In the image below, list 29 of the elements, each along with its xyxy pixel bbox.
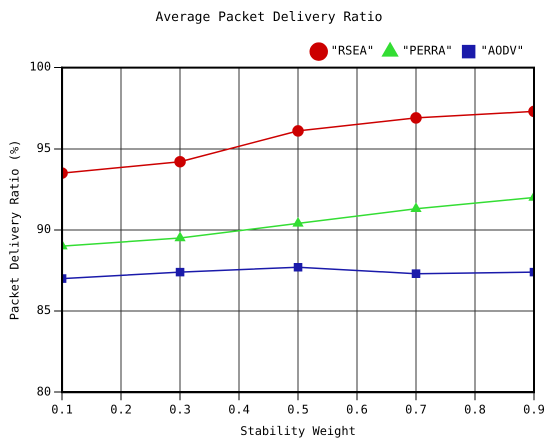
point xyxy=(292,218,304,227)
x-axis-title: Stability Weight xyxy=(240,424,356,438)
point xyxy=(294,262,302,272)
point xyxy=(410,112,422,124)
legend-label: "PERRA" xyxy=(402,44,453,58)
x-tick-label: 0.5 xyxy=(287,402,309,417)
x-tick-label: 0.4 xyxy=(228,402,250,417)
x-tick-label: 0.9 xyxy=(523,402,545,417)
x-tick-label: 0.2 xyxy=(110,402,132,417)
y-axis-title: Packet Delivery Ratio (%) xyxy=(7,140,22,320)
point xyxy=(174,232,186,242)
y-tick-label: 90 xyxy=(36,222,52,236)
point xyxy=(412,269,420,278)
x-tick-label: 0.6 xyxy=(346,402,368,417)
y-tick-label: 95 xyxy=(36,140,52,155)
point xyxy=(176,268,184,276)
legend-label: "RSEA" xyxy=(330,44,374,58)
chart-title: Average Packet Delivery Ratio xyxy=(156,10,382,26)
y-tick-label: 100 xyxy=(29,60,52,74)
x-tick-label: 0.7 xyxy=(405,402,427,417)
x-tick-label: 0.1 xyxy=(51,402,73,417)
legend-label: "AODV" xyxy=(480,44,524,58)
y-tick-label: 85 xyxy=(36,303,52,318)
point xyxy=(410,203,422,212)
point xyxy=(174,156,186,168)
x-tick-label: 0.8 xyxy=(464,402,486,417)
x-tick-label: 0.3 xyxy=(169,402,191,417)
y-tick-label: 80 xyxy=(36,384,52,398)
point xyxy=(292,125,304,137)
